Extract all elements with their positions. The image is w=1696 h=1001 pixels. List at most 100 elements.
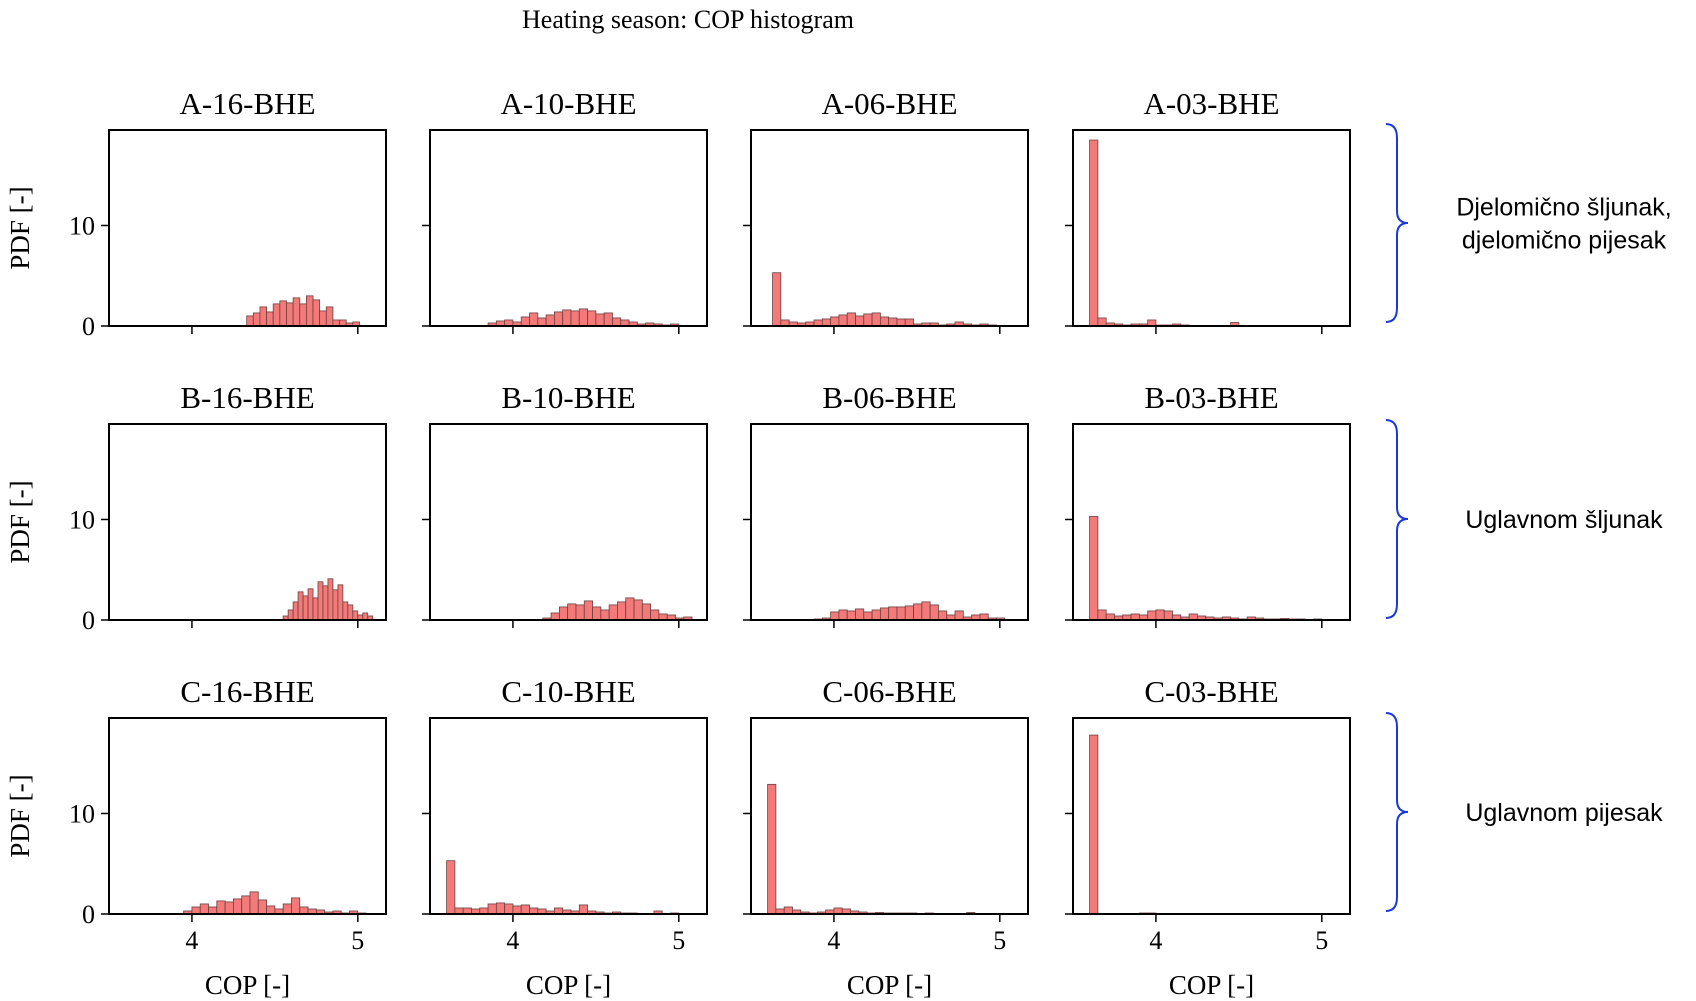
histogram-bar bbox=[1147, 319, 1157, 326]
histogram-bar bbox=[855, 608, 865, 620]
panel-title: B-10-BHE bbox=[501, 380, 635, 415]
histogram-bar bbox=[252, 312, 261, 326]
histogram-bar bbox=[249, 891, 259, 914]
group-label: djelomično pijesak bbox=[1462, 227, 1667, 255]
histogram-bar bbox=[1097, 317, 1107, 326]
histogram-bar bbox=[297, 591, 304, 620]
histogram-bar bbox=[1163, 610, 1173, 620]
panel-a-03-bhe: A-03-BHE bbox=[1065, 86, 1351, 334]
group-annotations: Djelomično šljunak, djelomično pijesak Ugl… bbox=[1385, 123, 1672, 912]
histogram-bar bbox=[846, 312, 856, 326]
histogram-bars bbox=[542, 597, 693, 620]
histogram-bar bbox=[367, 615, 374, 620]
histogram-bar bbox=[570, 310, 580, 326]
histogram-bar bbox=[830, 611, 840, 620]
histogram-bar bbox=[578, 308, 588, 326]
histogram-bar bbox=[446, 860, 456, 914]
histogram-bar bbox=[545, 314, 555, 326]
histogram-bar bbox=[325, 306, 334, 326]
histogram-bar bbox=[666, 614, 676, 620]
histogram-bar bbox=[299, 906, 309, 914]
histogram-bar bbox=[653, 910, 663, 914]
y-axis-label: PDF [-] bbox=[5, 774, 35, 857]
histogram-bar bbox=[1089, 139, 1099, 326]
histogram-bar bbox=[567, 603, 577, 620]
histogram-bar bbox=[287, 609, 294, 620]
y-tick-label: 0 bbox=[82, 312, 95, 341]
histogram-bar bbox=[554, 311, 564, 326]
group-1: Djelomično šljunak, djelomično pijesak bbox=[1385, 123, 1672, 323]
histogram-bar bbox=[641, 603, 652, 620]
panel-title: B-06-BHE bbox=[822, 380, 956, 415]
panel-title: B-03-BHE bbox=[1144, 380, 1278, 415]
panel-b-10-bhe: B-10-BHE bbox=[422, 380, 708, 628]
histogram-bars bbox=[487, 308, 680, 326]
histogram-bar bbox=[216, 900, 226, 914]
histogram-bar bbox=[233, 898, 243, 914]
histogram-bar bbox=[913, 603, 923, 620]
panel-c-06-bhe: C-06-BHE 4 5 COP [-] bbox=[743, 674, 1029, 1000]
x-tick-label: 5 bbox=[351, 926, 364, 955]
histogram-bar bbox=[1097, 609, 1107, 620]
y-tick-label: 10 bbox=[69, 211, 95, 240]
x-tick-label: 4 bbox=[506, 926, 519, 955]
histogram-bar bbox=[312, 597, 319, 620]
histogram-bar bbox=[291, 897, 301, 914]
histogram-bar bbox=[592, 606, 602, 620]
histogram-bar bbox=[537, 317, 547, 326]
histogram-bar bbox=[1089, 734, 1099, 914]
histogram-bar bbox=[266, 905, 276, 914]
histogram-bars bbox=[1089, 734, 1323, 914]
histogram-bar bbox=[625, 597, 635, 620]
histogram-bar bbox=[520, 904, 530, 914]
curly-brace bbox=[1385, 419, 1409, 619]
histogram-bars bbox=[1089, 516, 1323, 620]
histogram-bar bbox=[888, 317, 898, 326]
axes-frame bbox=[1072, 717, 1351, 915]
histogram-bar bbox=[347, 604, 354, 620]
histogram-bars bbox=[1089, 139, 1256, 326]
panel-c-10-bhe: C-10-BHE 4 5 COP [-] bbox=[422, 674, 708, 1000]
figure-title: Heating season: COP histogram bbox=[522, 5, 854, 34]
y-tick-label: 0 bbox=[82, 606, 95, 635]
curly-brace bbox=[1385, 712, 1409, 912]
histogram-bar bbox=[821, 318, 832, 326]
group-label: Uglavnom šljunak bbox=[1465, 506, 1663, 534]
x-axis-label: COP [-] bbox=[205, 970, 290, 1000]
histogram-bar bbox=[617, 601, 627, 620]
histogram-bar bbox=[863, 611, 873, 620]
histogram-bar bbox=[979, 613, 989, 620]
histogram-bar bbox=[191, 906, 201, 914]
histogram-bar bbox=[529, 312, 539, 326]
axes-frame bbox=[108, 717, 387, 915]
histogram-bar bbox=[871, 312, 881, 326]
histogram-bar bbox=[783, 906, 793, 914]
x-tick-label: 4 bbox=[185, 926, 198, 955]
histogram-bar bbox=[938, 610, 948, 620]
histogram-bar bbox=[319, 310, 327, 326]
histogram-bar bbox=[954, 610, 964, 620]
histogram-bar bbox=[504, 903, 514, 914]
histogram-bar bbox=[1230, 322, 1240, 326]
histogram-bar bbox=[286, 302, 294, 326]
panel-a-10-bhe: A-10-BHE bbox=[422, 86, 708, 334]
histogram-bar bbox=[1147, 610, 1157, 620]
histogram-bars bbox=[446, 860, 688, 914]
histogram-bar bbox=[317, 581, 324, 620]
histogram-bars bbox=[805, 601, 1006, 620]
histogram-bar bbox=[337, 584, 344, 620]
axes-frame bbox=[429, 129, 708, 327]
histogram-bar bbox=[650, 609, 660, 620]
histogram-bar bbox=[1089, 516, 1099, 620]
histogram-bar bbox=[767, 783, 777, 914]
histogram-bars bbox=[282, 578, 374, 620]
x-tick-label: 5 bbox=[1315, 926, 1328, 955]
panel-title: A-06-BHE bbox=[821, 86, 957, 121]
histogram-bar bbox=[327, 578, 334, 620]
histogram-bar bbox=[257, 899, 267, 914]
panels: A-16-BHE 0 10 PDF [-] A-10-BHE A-06-BHE A-03-B… bbox=[5, 86, 1351, 1000]
histogram-bar bbox=[352, 610, 359, 620]
histogram-bar bbox=[863, 313, 873, 326]
histogram-bar bbox=[888, 606, 898, 620]
histogram-bar bbox=[587, 310, 597, 326]
